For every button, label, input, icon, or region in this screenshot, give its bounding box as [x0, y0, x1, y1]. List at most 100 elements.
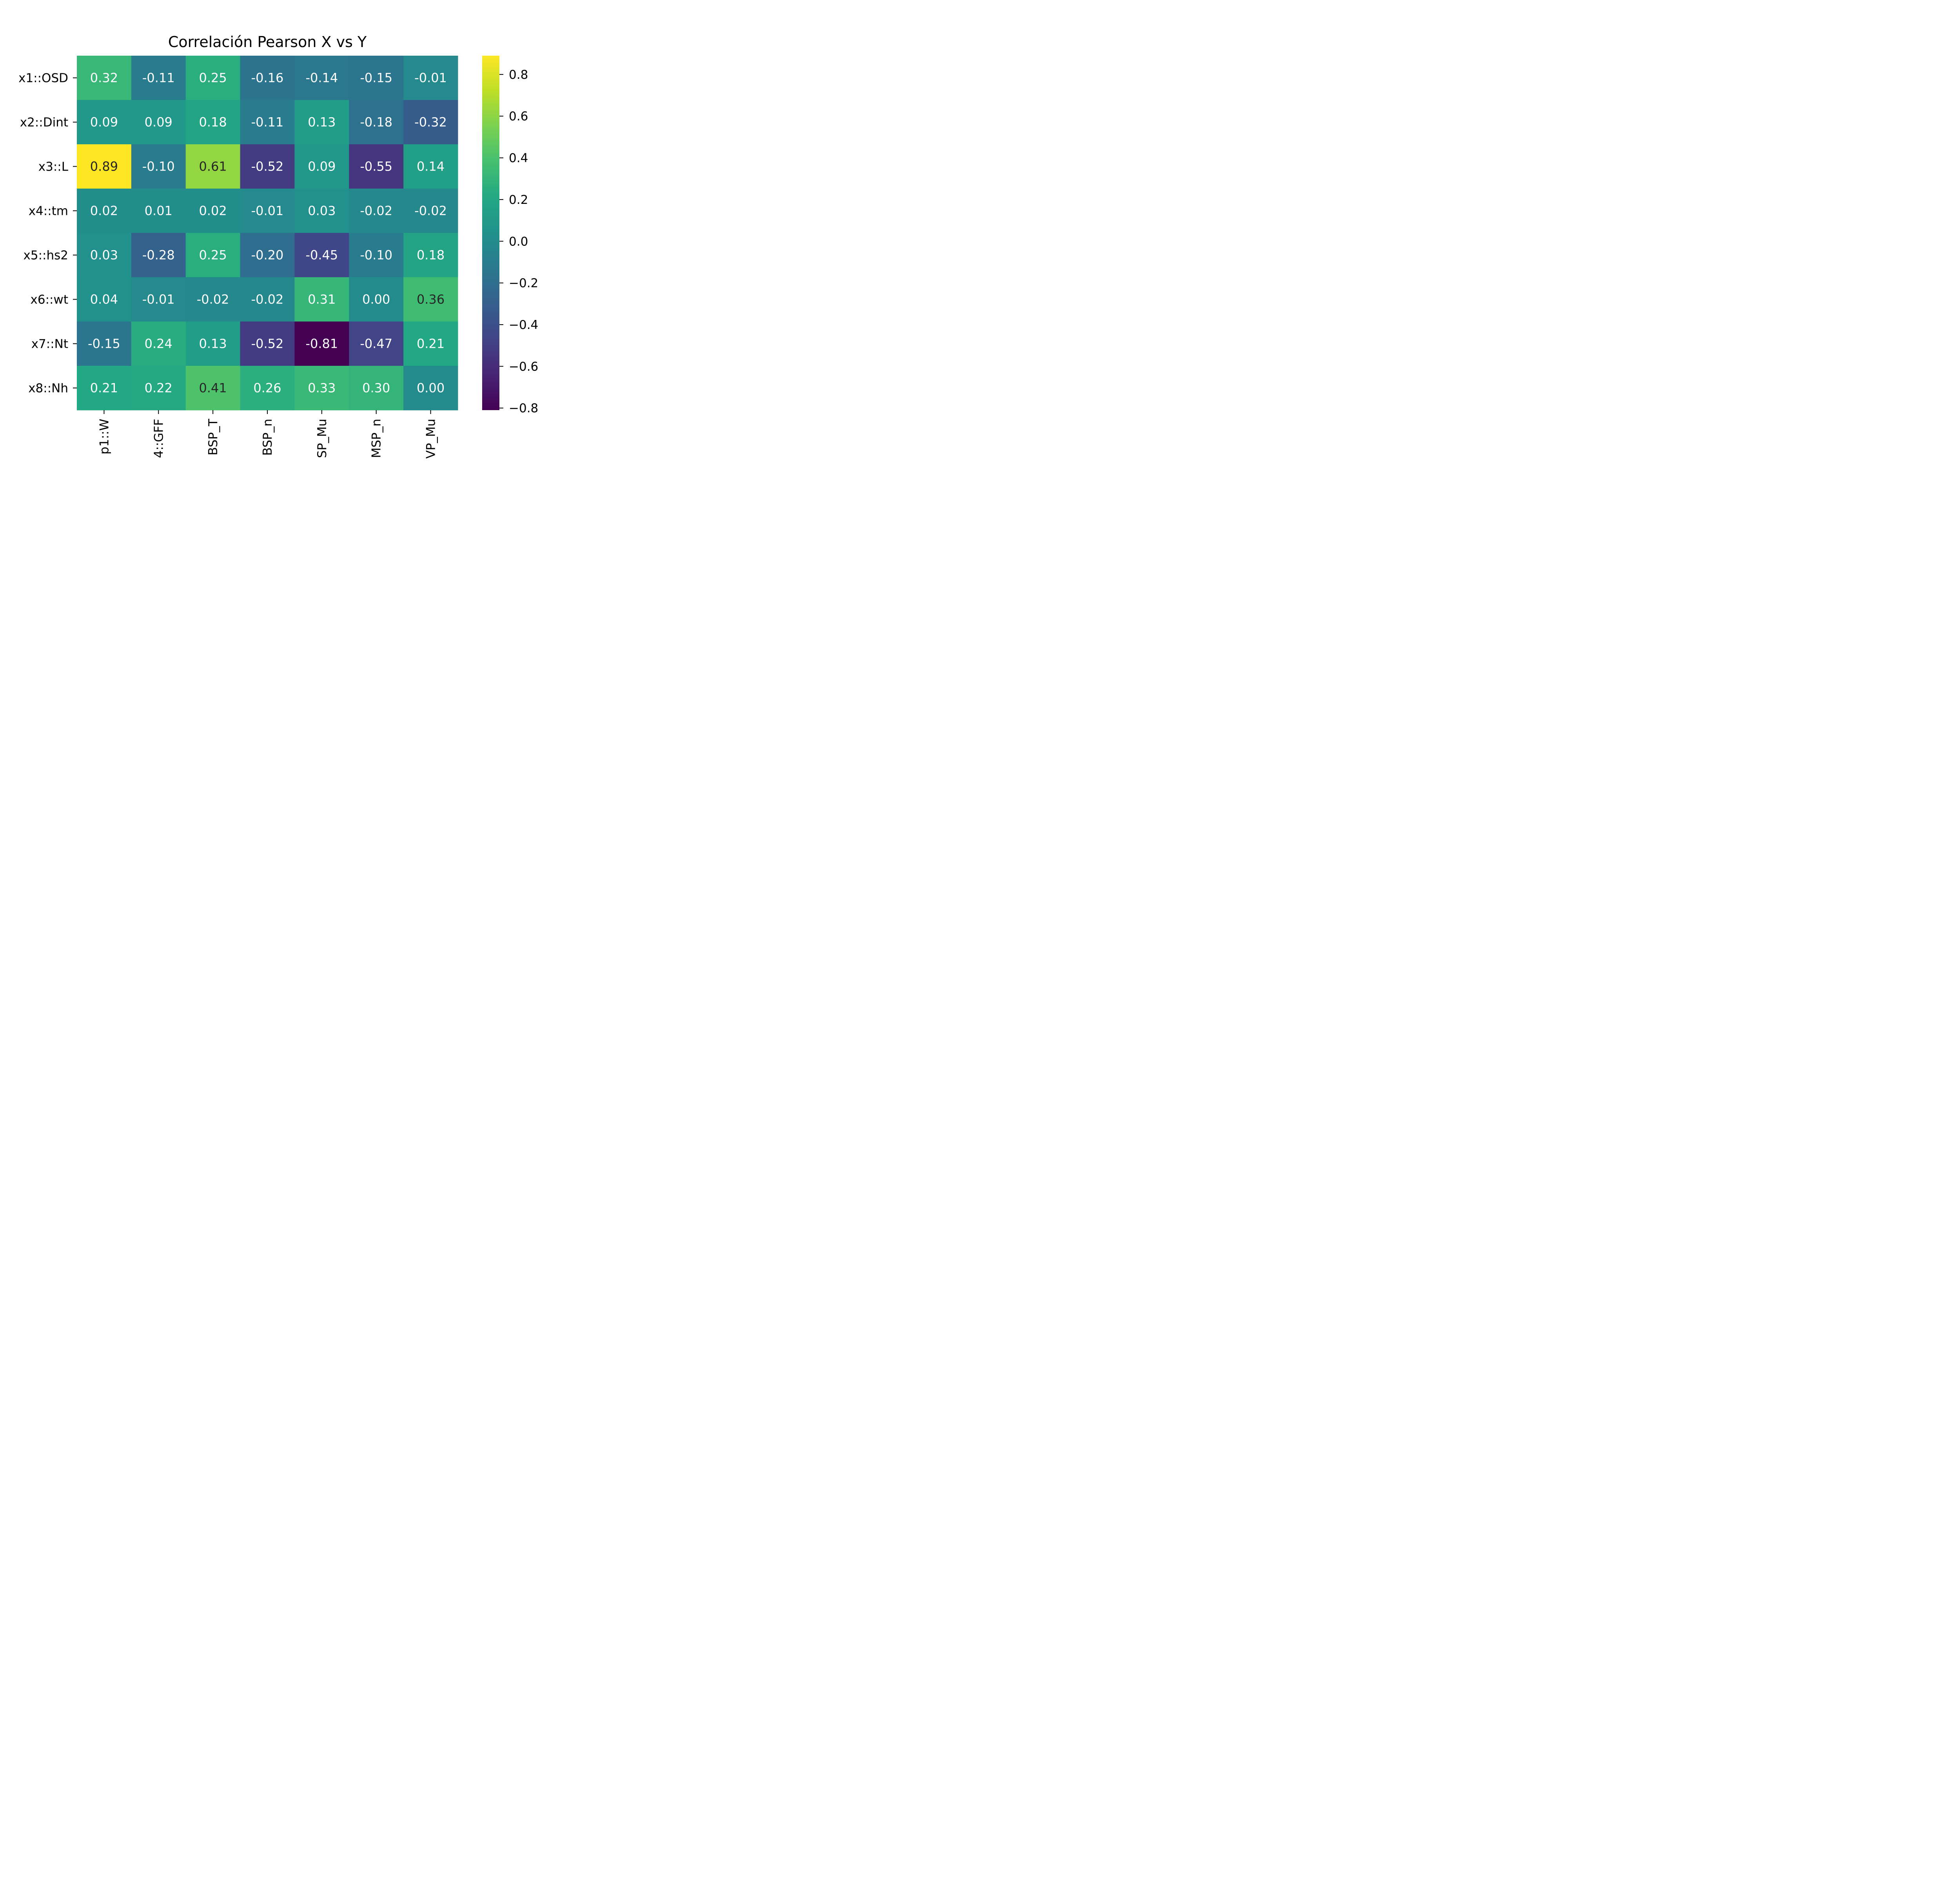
- cell-value-label: -0.01: [414, 71, 447, 85]
- heatmap-cell: [185, 144, 241, 189]
- cell-value-label: 0.25: [199, 71, 227, 85]
- heatmap-cell: [349, 277, 404, 322]
- heatmap-cell: [403, 189, 458, 233]
- cell-value-label: -0.52: [251, 159, 284, 174]
- cell-value-label: -0.47: [360, 336, 392, 351]
- cell-value-label: 0.26: [253, 381, 281, 396]
- heatmap-cell: [131, 233, 186, 278]
- heatmap-cell: [131, 189, 186, 233]
- heatmap-cell: [185, 233, 241, 278]
- colorbar-tick-label: −0.2: [509, 276, 538, 291]
- cell-value-label: 0.02: [90, 203, 118, 218]
- cell-value-label: -0.28: [142, 248, 175, 263]
- heatmap-cell: [131, 144, 186, 189]
- heatmap-cell: [131, 277, 186, 322]
- cell-value-label: 0.36: [417, 292, 445, 307]
- heatmap-cell: [240, 144, 295, 189]
- cell-value-label: 0.61: [199, 159, 227, 174]
- heatmap-cell: [349, 189, 404, 233]
- cell-value-label: -0.15: [88, 336, 120, 351]
- heatmap-cell: [131, 366, 186, 411]
- cell-value-label: -0.02: [360, 203, 392, 218]
- heatmap-cell: [403, 144, 458, 189]
- heatmap-cell: [294, 100, 349, 145]
- cell-value-label: -0.32: [414, 115, 447, 130]
- cell-value-label: 0.41: [199, 381, 227, 396]
- cell-value-label: -0.02: [251, 292, 284, 307]
- heatmap-cell: [77, 322, 132, 366]
- colorbar: 0.8 0.6 0.4 0.2 0.0 −0.2 −0.4 −0.6 −0.8: [482, 56, 538, 416]
- heatmap-cell: [240, 100, 295, 145]
- chart-title: Correlación Pearson X vs Y: [168, 33, 367, 51]
- heatmap-cell: [240, 233, 295, 278]
- heatmap-cell: [349, 144, 404, 189]
- cell-value-label: 0.00: [417, 381, 445, 396]
- heatmap-cell: [185, 56, 241, 100]
- cell-value-label: -0.10: [142, 159, 175, 174]
- heatmap-cell: [403, 277, 458, 322]
- column-tick-label: 4::GFF: [152, 419, 166, 458]
- cell-value-label: -0.11: [142, 71, 175, 85]
- cell-value-label: 0.30: [362, 381, 390, 396]
- colorbar-tick-label: −0.8: [509, 401, 538, 416]
- colorbar-tick-label: −0.6: [509, 360, 538, 374]
- cell-value-label: -0.15: [360, 71, 392, 85]
- heatmap-chart: Correlación Pearson X vs Y 0.32 -0.11 0.25…: [18, 33, 538, 459]
- heatmap-cell: [349, 366, 404, 411]
- heatmap-cell: [131, 322, 186, 366]
- colorbar-tick-label: 0.2: [509, 193, 528, 207]
- cell-value-label: -0.14: [305, 71, 338, 85]
- heatmap-cell: [403, 366, 458, 411]
- cell-value-label: 0.18: [199, 115, 227, 130]
- heatmap-cell: [349, 56, 404, 100]
- column-tick-label: BSP_n: [261, 419, 275, 456]
- heatmap-cell: [185, 322, 241, 366]
- cell-value-label: 0.13: [199, 336, 227, 351]
- cell-value-label: -0.55: [360, 159, 392, 174]
- cell-value-label: 0.24: [145, 336, 172, 351]
- heatmap-cell: [185, 366, 241, 411]
- colorbar-tick-label: 0.0: [509, 234, 528, 249]
- cell-value-label: 0.04: [90, 292, 118, 307]
- cell-value-label: -0.01: [251, 203, 284, 218]
- cell-value-label: 0.01: [145, 203, 172, 218]
- row-tick-label: x3::L: [38, 160, 69, 174]
- cell-value-label: 0.25: [199, 248, 227, 263]
- cell-value-label: 0.21: [417, 336, 445, 351]
- cell-value-label: 0.09: [145, 115, 172, 130]
- cell-value-label: 0.13: [308, 115, 336, 130]
- cell-value-label: 0.22: [145, 381, 172, 396]
- column-tick-label: BSP_T: [206, 418, 220, 456]
- colorbar-tick-label: 0.6: [509, 109, 528, 124]
- heatmap-cell: [131, 100, 186, 145]
- cell-value-label: 0.03: [90, 248, 118, 263]
- cell-value-label: 0.02: [199, 203, 227, 218]
- heatmap-cell: [403, 100, 458, 145]
- cell-value-label: -0.52: [251, 336, 284, 351]
- row-tick-label: x1::OSD: [18, 71, 68, 85]
- colorbar-tick-label: 0.8: [509, 68, 528, 82]
- heatmap-cell: [240, 322, 295, 366]
- colorbar-tick-label: 0.4: [509, 151, 528, 165]
- heatmap-cell: [131, 56, 186, 100]
- row-tick-label: x7::Nt: [31, 337, 68, 351]
- cell-value-label: -0.01: [142, 292, 175, 307]
- cell-value-label: -0.20: [251, 248, 284, 263]
- heatmap-cell: [185, 277, 241, 322]
- cell-value-label: 0.33: [308, 381, 336, 396]
- colorbar-tick-label: −0.4: [509, 318, 538, 332]
- colorbar-gradient: [482, 56, 499, 410]
- heatmap-cell: [240, 189, 295, 233]
- heatmap-cell: [240, 56, 295, 100]
- cell-value-label: 0.32: [90, 71, 118, 85]
- cell-value-label: 0.14: [417, 159, 445, 174]
- cell-value-label: 0.09: [90, 115, 118, 130]
- heatmap-cell: [349, 233, 404, 278]
- row-tick-label: x2::Dint: [20, 116, 68, 130]
- heatmap-cell: [403, 56, 458, 100]
- cell-value-label: -0.45: [305, 248, 338, 263]
- cell-value-label: 0.89: [90, 159, 118, 174]
- cell-value-label: 0.21: [90, 381, 118, 396]
- column-tick-label: SP_Mu: [315, 419, 329, 458]
- cell-value-label: 0.03: [308, 203, 336, 218]
